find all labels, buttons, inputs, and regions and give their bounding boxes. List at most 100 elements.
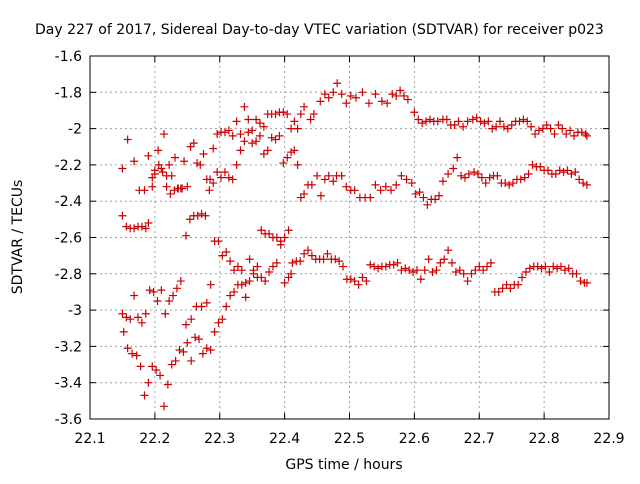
data-point — [454, 117, 463, 126]
data-point — [296, 257, 305, 266]
data-point — [213, 130, 222, 139]
data-point — [241, 293, 250, 302]
data-point — [244, 115, 253, 124]
data-point — [228, 175, 237, 184]
data-point — [259, 150, 268, 159]
data-point — [176, 277, 185, 286]
data-point — [236, 130, 245, 139]
data-point — [172, 284, 181, 293]
data-point — [257, 273, 266, 282]
data-point — [480, 119, 489, 128]
data-point — [581, 130, 590, 139]
data-point — [134, 313, 143, 322]
data-point — [156, 371, 165, 380]
data-point — [572, 269, 581, 278]
data-point — [402, 175, 411, 184]
data-point — [122, 313, 131, 322]
data-point — [516, 175, 525, 184]
data-point — [148, 182, 157, 191]
data-point — [551, 169, 560, 178]
data-point — [154, 160, 163, 169]
data-point — [431, 195, 440, 204]
data-point — [193, 211, 202, 220]
data-point — [300, 249, 309, 258]
data-point — [399, 91, 408, 100]
data-point — [149, 287, 158, 296]
data-point — [412, 266, 421, 275]
data-point — [323, 249, 332, 258]
data-point — [122, 222, 131, 231]
series-series-b — [118, 128, 591, 240]
data-point — [553, 264, 562, 273]
data-point — [534, 126, 543, 135]
data-point — [407, 179, 416, 188]
data-point — [468, 115, 477, 124]
data-point — [154, 146, 163, 155]
data-point — [300, 189, 309, 198]
data-point — [457, 171, 466, 180]
data-point — [316, 97, 325, 106]
data-point — [455, 266, 464, 275]
data-point — [554, 120, 563, 129]
data-point — [476, 117, 485, 126]
data-point — [337, 171, 346, 180]
data-point — [416, 275, 425, 284]
data-point — [222, 248, 231, 257]
data-point — [479, 266, 488, 275]
data-point — [381, 262, 390, 271]
data-point — [293, 160, 302, 169]
data-point — [241, 278, 250, 287]
data-point — [145, 286, 154, 295]
data-point — [424, 255, 433, 264]
data-point — [220, 168, 229, 177]
x-tick-label: 22.3 — [204, 431, 235, 447]
data-point — [118, 309, 127, 318]
data-point — [167, 360, 176, 369]
data-point — [175, 346, 184, 355]
data-point — [137, 318, 146, 327]
data-point — [444, 246, 453, 255]
data-point — [248, 126, 257, 135]
data-point — [198, 349, 207, 358]
x-tick-label: 22.5 — [334, 431, 365, 447]
data-point — [542, 120, 551, 129]
data-point — [514, 280, 523, 289]
data-point — [525, 264, 534, 273]
x-tick-label: 22.7 — [464, 431, 495, 447]
data-point — [178, 184, 187, 193]
data-point — [279, 159, 288, 168]
data-point — [182, 231, 191, 240]
data-point — [218, 315, 227, 324]
data-point — [157, 286, 166, 295]
data-point — [484, 117, 493, 126]
data-point — [366, 193, 375, 202]
data-point — [316, 191, 325, 200]
data-point — [494, 287, 503, 296]
data-point — [275, 131, 284, 140]
data-point — [233, 262, 242, 271]
data-point — [350, 277, 359, 286]
data-point — [582, 131, 591, 140]
x-tick-label: 22.6 — [399, 431, 430, 447]
data-point — [582, 180, 591, 189]
data-point — [569, 131, 578, 140]
data-point — [354, 280, 363, 289]
data-point — [337, 90, 346, 99]
data-point — [255, 119, 264, 128]
x-tick-label: 22.8 — [529, 431, 560, 447]
y-axis-label: SDTVAR / TECUs — [10, 180, 26, 295]
data-point — [244, 128, 253, 137]
data-point — [560, 266, 569, 275]
data-point — [182, 320, 191, 329]
data-point — [152, 365, 161, 374]
data-point — [544, 166, 553, 175]
data-point — [141, 309, 150, 318]
data-point — [582, 278, 591, 287]
data-point — [293, 124, 302, 133]
data-point — [148, 173, 157, 182]
data-point — [449, 164, 458, 173]
data-point — [253, 262, 262, 271]
data-point — [555, 166, 564, 175]
data-point — [118, 211, 127, 220]
